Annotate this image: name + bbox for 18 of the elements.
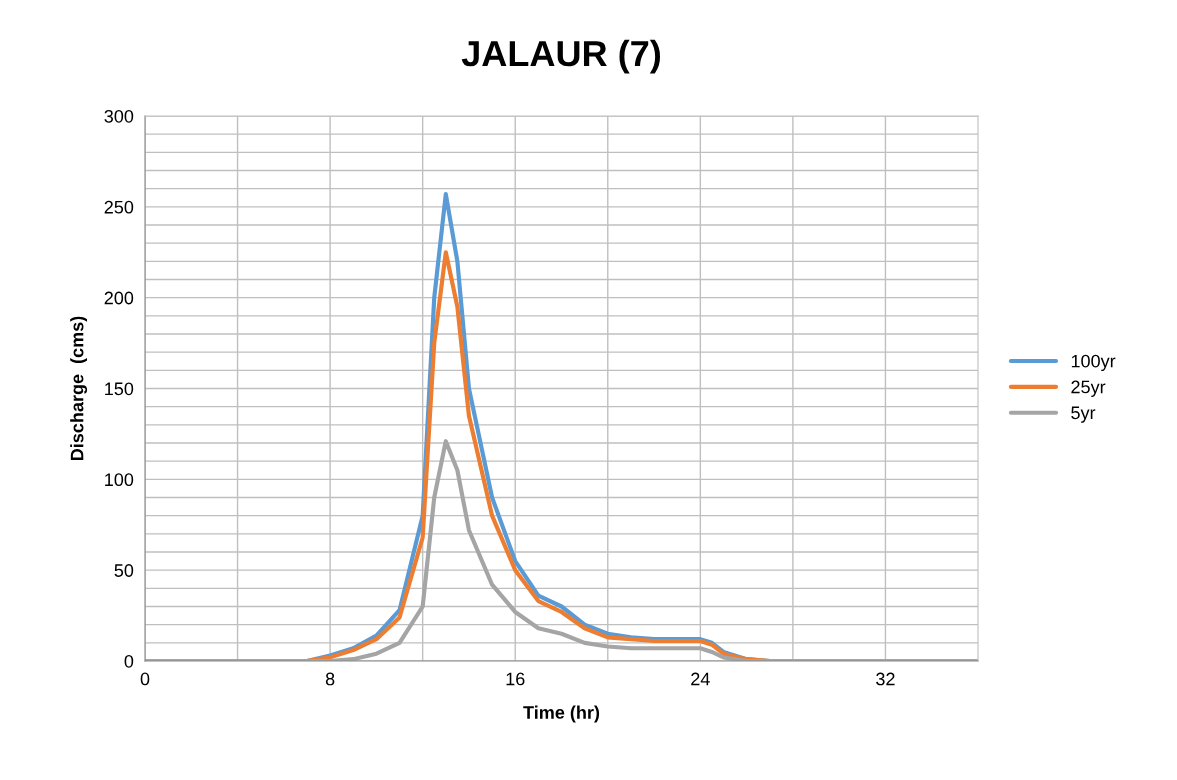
y-tick-label: 150	[105, 382, 134, 396]
x-tick-label: 8	[325, 672, 335, 686]
legend-label: 5yr	[1071, 406, 1096, 423]
y-tick-label: 200	[104, 291, 134, 305]
x-tick-label: 32	[876, 672, 895, 686]
x-tick-label: 0	[140, 672, 150, 686]
y-tick-label: 250	[104, 200, 134, 214]
y-tick-label: 300	[104, 109, 134, 123]
x-tick-label: 16	[506, 672, 525, 686]
x-tick-label: 24	[691, 672, 710, 686]
y-tick-label: 0	[124, 654, 134, 668]
x-axis-title: Time (hr)	[523, 705, 600, 723]
legend-label: 100yr	[1071, 354, 1116, 372]
legend-label: 25yr	[1071, 380, 1106, 397]
y-tick-label: 100	[105, 473, 134, 487]
y-tick-label: 50	[114, 564, 134, 577]
y-axis-title: Discharge (cms)	[70, 316, 88, 461]
chart-title: JALAUR (7)	[461, 39, 661, 74]
